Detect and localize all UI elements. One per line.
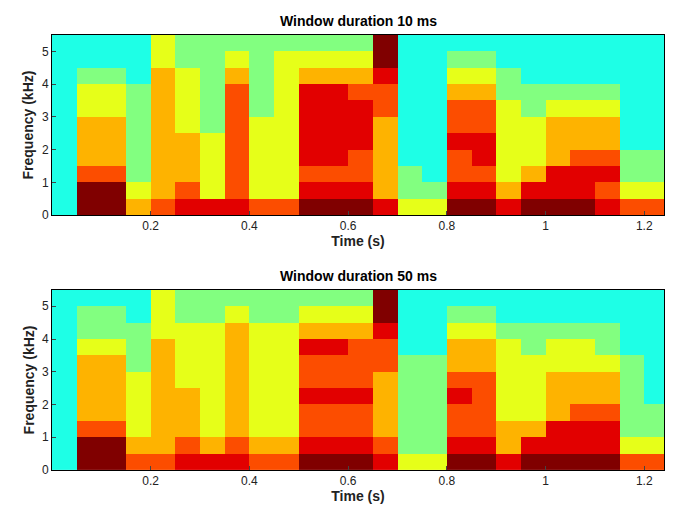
svg-text:0: 0 (42, 463, 49, 477)
svg-text:0.4: 0.4 (241, 219, 258, 233)
svg-text:Frequency (kHz): Frequency (kHz) (21, 325, 37, 434)
svg-text:1: 1 (542, 219, 549, 233)
svg-text:0.6: 0.6 (340, 219, 357, 233)
svg-text:Frequency (kHz): Frequency (kHz) (21, 71, 37, 180)
svg-text:1: 1 (542, 474, 549, 488)
svg-text:3: 3 (42, 365, 49, 379)
svg-text:5: 5 (42, 299, 49, 313)
svg-text:0.6: 0.6 (340, 474, 357, 488)
svg-text:0.2: 0.2 (142, 219, 159, 233)
svg-text:3: 3 (42, 110, 49, 124)
svg-text:Time (s): Time (s) (331, 233, 384, 249)
svg-text:4: 4 (42, 332, 49, 346)
svg-text:1: 1 (42, 430, 49, 444)
svg-text:2: 2 (42, 143, 49, 157)
svg-text:5: 5 (42, 45, 49, 59)
svg-text:0: 0 (42, 208, 49, 222)
svg-text:Window duration 50 ms: Window duration 50 ms (280, 268, 437, 284)
svg-text:0.2: 0.2 (142, 474, 159, 488)
svg-text:Window duration 10 ms: Window duration 10 ms (280, 13, 437, 29)
svg-text:2: 2 (42, 398, 49, 412)
svg-text:Time (s): Time (s) (331, 488, 384, 504)
svg-text:0.4: 0.4 (241, 474, 258, 488)
svg-text:1.2: 1.2 (636, 219, 653, 233)
svg-text:1: 1 (42, 176, 49, 190)
svg-text:0.8: 0.8 (438, 219, 455, 233)
svg-text:4: 4 (42, 77, 49, 91)
svg-text:0.8: 0.8 (438, 474, 455, 488)
svg-text:1.2: 1.2 (636, 474, 653, 488)
